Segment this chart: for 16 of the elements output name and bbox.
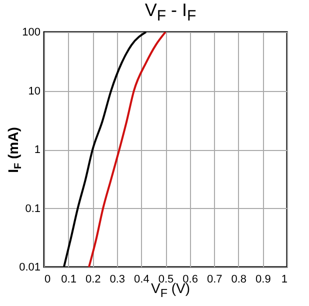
y-tick-label: 1 bbox=[34, 144, 40, 156]
y-tick-label: 10 bbox=[28, 85, 40, 98]
y-tick-label: 0.1 bbox=[25, 202, 40, 215]
y-tick-label: 0.01 bbox=[19, 262, 40, 274]
x-tick-label: 0 bbox=[44, 274, 51, 286]
x-tick-label: 1 bbox=[281, 274, 288, 286]
x-tick-label: 0.9 bbox=[256, 274, 271, 286]
x-tick-label: 0.2 bbox=[85, 274, 101, 286]
x-tick-label: 0.8 bbox=[231, 274, 247, 286]
x-tick-label: 0.4 bbox=[134, 274, 150, 286]
x-tick-label: 0.1 bbox=[61, 274, 76, 286]
y-tick-label: 100 bbox=[22, 26, 40, 38]
x-tick-label: 0.7 bbox=[206, 274, 222, 286]
line-series bbox=[88, 32, 166, 267]
x-tick-label: 0.3 bbox=[110, 274, 126, 286]
chart-title: V$_{F}$ - I$_{F}$ bbox=[144, 0, 198, 25]
